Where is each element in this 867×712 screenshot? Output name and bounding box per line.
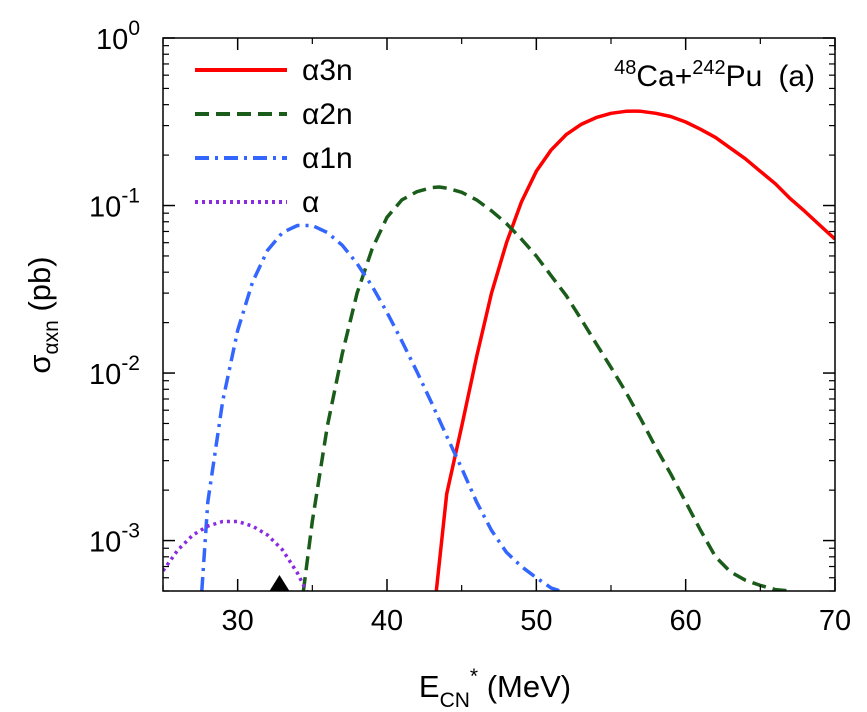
x-tick-label: 50	[520, 605, 552, 637]
curves	[163, 109, 835, 591]
y-tick-label-exponent: 0	[128, 17, 140, 40]
x-tick-label: 60	[670, 605, 702, 637]
y-axis-label-main: σ	[22, 354, 57, 373]
projectile-mass: 48	[614, 57, 636, 79]
x-axis-label-sub: CN	[440, 689, 470, 712]
target-mass: 242	[692, 57, 725, 79]
x-axis-marker-triangle	[269, 575, 290, 591]
reaction-annotation: 48Ca+242Pu (a)	[614, 57, 815, 93]
legend: α3n α2n α1n α	[195, 54, 353, 219]
y-tick-label-base: 10	[89, 527, 121, 559]
legend-label-2: α2n	[302, 98, 353, 131]
legend-label-4: α	[302, 186, 319, 219]
series-line-4	[163, 519, 308, 591]
series-line-3	[200, 223, 561, 591]
y-tick-label-exponent: -2	[121, 352, 140, 375]
legend-label-3: α1n	[302, 142, 353, 175]
x-tick-label: 70	[819, 605, 851, 637]
y-tick-label: 10-2	[89, 352, 140, 391]
x-axis-label: ECN* (MeV)	[419, 665, 571, 712]
x-axis-label-unit: (MeV)	[478, 669, 571, 704]
y-axis-label-sub: αxn	[40, 320, 63, 354]
panel-label: (a)	[778, 60, 815, 93]
x-tick-label: 30	[222, 605, 254, 637]
y-tick-label-exponent: -1	[121, 185, 140, 208]
y-tick-label-base: 10	[89, 359, 121, 391]
y-axis-label-unit: (pb)	[22, 256, 57, 320]
y-axis-label: σαxn (pb)	[22, 256, 63, 373]
x-tick-label: 40	[371, 605, 403, 637]
y-tick-label-base: 10	[96, 24, 128, 56]
x-axis-label-main: E	[419, 669, 440, 704]
x-axis-label-sup: *	[470, 665, 478, 688]
series-line-2	[301, 185, 791, 591]
projectile: Ca+	[636, 60, 692, 93]
target: Pu	[726, 60, 763, 93]
y-tick-label: 100	[96, 17, 140, 56]
plot-frame	[162, 37, 836, 592]
y-tick-label: 10-3	[89, 520, 140, 559]
marker-layer	[269, 575, 290, 591]
series-line-1	[434, 109, 835, 591]
y-tick-label-base: 10	[89, 192, 121, 224]
y-tick-label: 10-1	[89, 185, 140, 224]
y-tick-label-exponent: -3	[121, 520, 140, 543]
legend-label-1: α3n	[302, 54, 353, 87]
plot-area	[163, 38, 835, 591]
